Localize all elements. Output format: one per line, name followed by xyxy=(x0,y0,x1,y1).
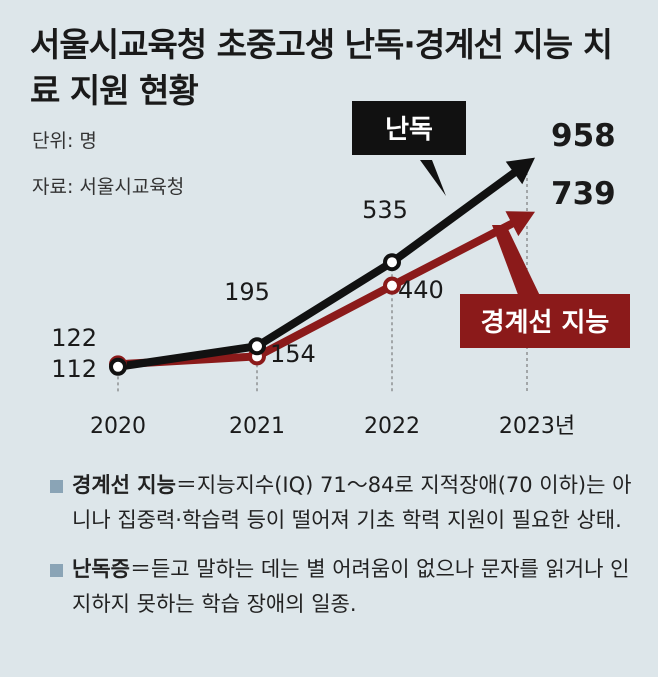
data-point xyxy=(248,337,266,356)
x-tick-label: 2020 xyxy=(90,414,146,439)
x-tick-label: 2022 xyxy=(364,414,420,439)
series-line-nandok xyxy=(114,168,519,371)
data-label: 535 xyxy=(362,196,408,224)
note-term: 난독증 xyxy=(72,557,130,581)
note-borderline: 경계선 지능＝지능지수(IQ) 71～84로 지적장애(70 이하)는 아니나 … xyxy=(50,468,632,538)
note-nandok: 난독증＝듣고 말하는 데는 별 어려움이 없으나 문자를 읽거나 인지하지 못하… xyxy=(50,552,632,622)
chart-title: 서울시교육청 초중고생 난독·경계선 지능 치료 지원 현황 xyxy=(30,25,613,110)
data-label: 958 xyxy=(551,118,616,154)
legend-box-nandok xyxy=(352,101,466,155)
data-point xyxy=(109,357,127,376)
note-text: ＝지능지수(IQ) 71～84로 지적장애(70 이하)는 아니나 집중력·학습… xyxy=(72,473,632,532)
data-point xyxy=(383,276,401,295)
callout-pointer xyxy=(420,160,446,196)
legend-box-borderline xyxy=(460,294,630,348)
legend-label-nandok: 난독 xyxy=(385,115,433,145)
x-tick-label: 2023년 xyxy=(499,414,575,439)
legend-label-borderline: 경계선 지능 xyxy=(481,308,610,338)
data-point xyxy=(383,253,401,272)
note-text: ＝듣고 말하는 데는 별 어려움이 없으나 문자를 읽거나 인지하지 못하는 학… xyxy=(72,557,630,616)
data-label: 739 xyxy=(551,176,616,212)
data-label: 440 xyxy=(398,276,444,304)
callout-pointer xyxy=(492,225,542,300)
notes: 경계선 지능＝지능지수(IQ) 71～84로 지적장애(70 이하)는 아니나 … xyxy=(50,468,632,636)
data-label: 112 xyxy=(51,355,97,383)
data-label: 195 xyxy=(224,278,270,306)
unit-label: 단위: 명 xyxy=(32,130,97,152)
bullet-icon xyxy=(50,480,63,493)
arrowhead-icon xyxy=(505,211,535,237)
x-tick-label: 2021 xyxy=(229,414,285,439)
data-label: 122 xyxy=(51,324,97,352)
bullet-icon xyxy=(50,564,63,577)
data-label: 154 xyxy=(270,340,316,368)
arrowhead-icon xyxy=(505,157,535,185)
source-label: 자료: 서울시교육청 xyxy=(32,176,185,198)
note-term: 경계선 지능 xyxy=(72,473,176,497)
